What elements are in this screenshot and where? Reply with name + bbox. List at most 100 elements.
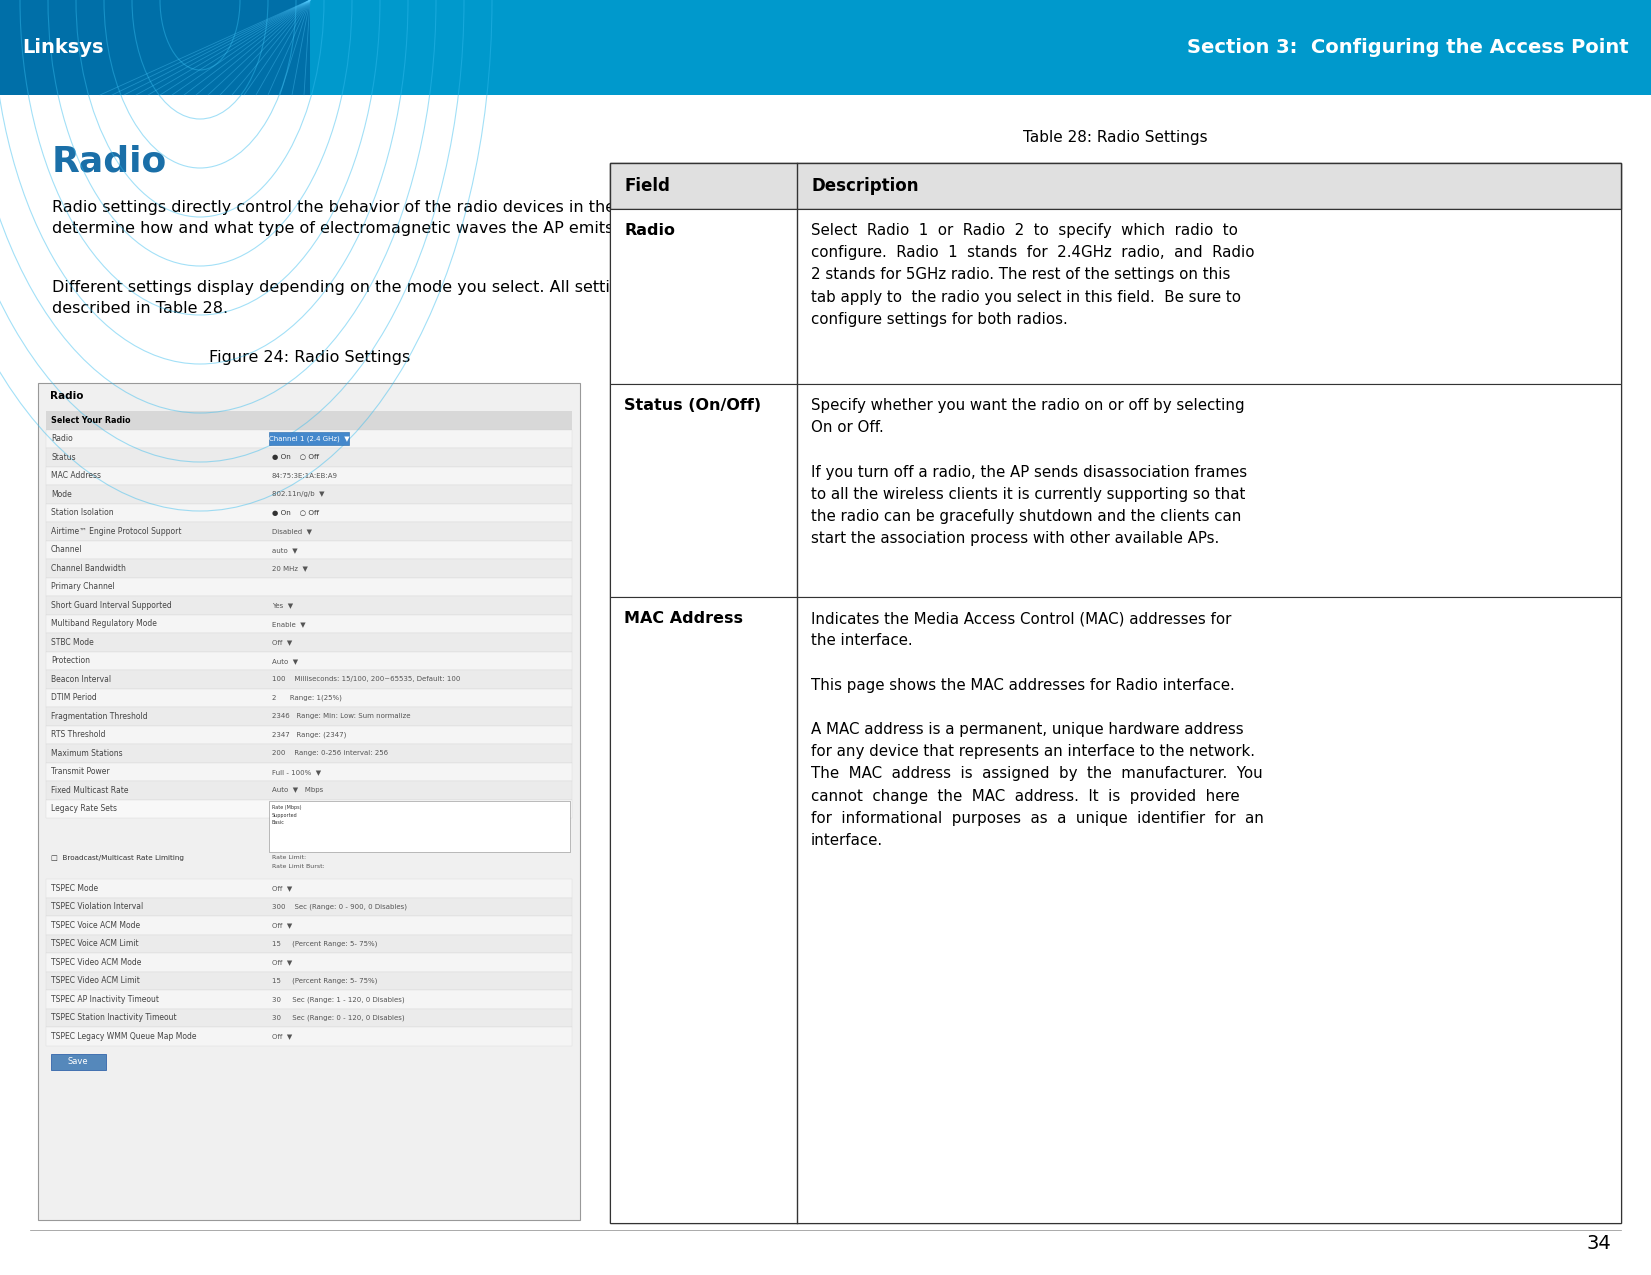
Text: Radio settings directly control the behavior of the radio devices in the AP, and: Radio settings directly control the beha… [51,200,682,236]
Text: 2346   Range: Min: Low: Sum normalize: 2346 Range: Min: Low: Sum normalize [272,713,411,719]
Text: Mode: Mode [51,490,71,499]
Text: Radio: Radio [51,145,167,178]
Text: TSPEC Station Inactivity Timeout: TSPEC Station Inactivity Timeout [51,1014,177,1023]
Text: 15     (Percent Range: 5- 75%): 15 (Percent Range: 5- 75%) [272,941,378,947]
Bar [46,558,571,578]
Text: 20 MHz  ▼: 20 MHz ▼ [272,565,307,571]
Bar [609,163,1621,209]
Text: TSPEC Voice ACM Mode: TSPEC Voice ACM Mode [51,921,140,929]
Bar [609,209,1621,384]
Text: Field: Field [624,177,670,195]
Text: TSPEC Legacy WMM Queue Map Mode: TSPEC Legacy WMM Queue Map Mode [51,1031,196,1040]
Text: Linksys: Linksys [21,38,104,57]
Text: Section 3:  Configuring the Access Point: Section 3: Configuring the Access Point [1187,38,1630,57]
Text: Off  ▼: Off ▼ [272,922,292,928]
Bar [46,688,571,708]
Text: 100    Milliseconds: 15/100, 200~65535, Default: 100: 100 Milliseconds: 15/100, 200~65535, Def… [272,676,461,682]
Bar [38,382,580,1220]
Text: Airtime™ Engine Protocol Support: Airtime™ Engine Protocol Support [51,527,182,535]
Text: Radio: Radio [51,435,73,444]
Text: Multiband Regulatory Mode: Multiband Regulatory Mode [51,620,157,629]
Text: TSPEC Voice ACM Limit: TSPEC Voice ACM Limit [51,940,139,949]
Bar [46,991,571,1009]
Bar [51,1053,106,1070]
Text: Description: Description [811,177,918,195]
Text: Protection: Protection [51,657,91,666]
Text: 2347   Range: (2347): 2347 Range: (2347) [272,732,347,738]
Text: 802.11n/g/b  ▼: 802.11n/g/b ▼ [272,491,324,497]
Text: Figure 24: Radio Settings: Figure 24: Radio Settings [210,351,411,365]
Text: Status: Status [51,453,76,462]
Text: Fixed Multicast Rate: Fixed Multicast Rate [51,785,129,794]
Text: Auto  ▼   Mbps: Auto ▼ Mbps [272,787,324,793]
Bar [46,448,571,467]
Bar [46,632,571,652]
Bar [46,484,571,504]
Bar [46,652,571,669]
Text: STBC Mode: STBC Mode [51,638,94,646]
Text: Rate (Mbps): Rate (Mbps) [272,805,302,810]
Text: auto  ▼: auto ▼ [272,547,297,553]
Text: 30     Sec (Range: 1 - 120, 0 Disables): 30 Sec (Range: 1 - 120, 0 Disables) [272,996,404,1002]
Bar [609,163,1621,1223]
Text: TSPEC Video ACM Limit: TSPEC Video ACM Limit [51,977,140,986]
Text: Off  ▼: Off ▼ [272,959,292,965]
Text: ● On    ○ Off: ● On ○ Off [272,454,319,460]
Text: Select  Radio  1  or  Radio  2  to  specify  which  radio  to
configure.  Radio : Select Radio 1 or Radio 2 to specify whi… [811,223,1255,326]
Bar [46,745,571,762]
Text: TSPEC Mode: TSPEC Mode [51,884,97,892]
Text: Maximum Stations: Maximum Stations [51,748,122,757]
Text: Off  ▼: Off ▼ [272,639,292,645]
Text: Radio: Radio [624,223,675,238]
Text: Basic: Basic [272,821,284,825]
Text: Off  ▼: Off ▼ [272,1033,292,1039]
Bar [269,431,348,445]
Text: Yes  ▼: Yes ▼ [272,602,292,608]
Text: Enable  ▼: Enable ▼ [272,621,305,627]
Text: Specify whether you want the radio on or off by selecting
On or Off.

If you tur: Specify whether you want the radio on or… [811,398,1247,546]
Text: Status (On/Off): Status (On/Off) [624,398,761,413]
Bar [46,898,571,915]
Text: □  Broadcast/Multicast Rate Limiting: □ Broadcast/Multicast Rate Limiting [51,856,183,862]
Bar [46,725,571,745]
Text: Disabled  ▼: Disabled ▼ [272,528,312,534]
Bar [46,708,571,725]
Bar [46,878,571,898]
Bar [46,782,571,799]
Text: 84:75:3E:1A:EB:A9: 84:75:3E:1A:EB:A9 [272,473,338,478]
Bar [46,952,571,972]
Text: Transmit Power: Transmit Power [51,768,109,776]
Text: Rate Limit Burst:: Rate Limit Burst: [272,864,325,870]
Text: Off  ▼: Off ▼ [272,885,292,891]
Text: Save: Save [68,1057,88,1066]
Bar [46,578,571,595]
Text: Select Your Radio: Select Your Radio [51,416,130,425]
Bar [46,935,571,952]
Text: 2      Range: 1(25%): 2 Range: 1(25%) [272,695,342,701]
Bar [269,801,570,852]
Bar [0,0,1651,96]
Text: Channel Bandwidth: Channel Bandwidth [51,564,125,572]
Bar [46,615,571,632]
Text: TSPEC Video ACM Mode: TSPEC Video ACM Mode [51,958,142,966]
Text: Fragmentation Threshold: Fragmentation Threshold [51,711,147,720]
Bar [46,1028,571,1046]
Text: Supported: Supported [272,812,297,817]
Bar [46,762,571,782]
Bar [46,595,571,615]
Text: DTIM Period: DTIM Period [51,694,97,703]
Text: Auto  ▼: Auto ▼ [272,658,299,664]
Bar [46,1009,571,1028]
Text: Different settings display depending on the mode you select. All settings are
de: Different settings display depending on … [51,280,670,316]
Bar [46,541,571,558]
Text: Rate Limit:: Rate Limit: [272,856,305,861]
Text: Channel 1 (2.4 GHz)  ▼: Channel 1 (2.4 GHz) ▼ [269,436,350,442]
Bar [609,597,1621,1223]
Text: TSPEC AP Inactivity Timeout: TSPEC AP Inactivity Timeout [51,994,158,1003]
Text: Legacy Rate Sets: Legacy Rate Sets [51,805,117,813]
Text: 200    Range: 0-256 interval: 256: 200 Range: 0-256 interval: 256 [272,750,388,756]
Text: Full - 100%  ▼: Full - 100% ▼ [272,769,320,775]
Text: Indicates the Media Access Control (MAC) addresses for
the interface.

This page: Indicates the Media Access Control (MAC)… [811,611,1265,848]
Text: MAC Address: MAC Address [51,472,101,481]
Text: Channel: Channel [51,546,83,555]
